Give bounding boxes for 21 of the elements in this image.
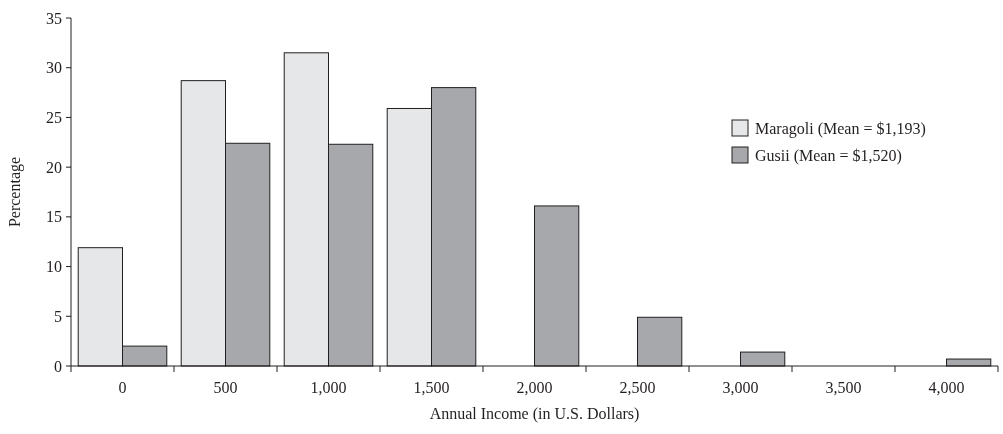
x-tick-label: 1,500	[413, 379, 450, 396]
x-tick-label: 4,000	[928, 379, 965, 396]
y-tick-label: 15	[46, 208, 62, 226]
x-tick-label: 1,000	[310, 379, 347, 396]
y-tick-label: 25	[46, 109, 62, 127]
x-tick-label: 500	[213, 379, 238, 396]
x-axis-title: Annual Income (in U.S. Dollars)	[429, 405, 640, 423]
x-tick-label: 2,000	[516, 379, 553, 396]
x-tick-label: 3,000	[722, 379, 759, 396]
y-tick-label: 20	[46, 158, 62, 176]
legend-label: Maragoli (Mean = $1,193)	[755, 119, 926, 138]
y-tick-label: 30	[46, 59, 62, 77]
y-tick-label: 10	[46, 258, 62, 276]
y-axis-title: Percentage	[6, 156, 24, 228]
y-tick-label: 5	[54, 307, 62, 325]
x-tick-label: 3,500	[825, 379, 862, 396]
y-tick-label: 0	[54, 357, 62, 375]
x-tick-label: 2,500	[619, 379, 656, 396]
legend-label: Gusii (Mean = $1,520)	[755, 146, 902, 165]
y-tick-label: 35	[46, 9, 62, 27]
x-tick-label: 0	[118, 379, 127, 396]
